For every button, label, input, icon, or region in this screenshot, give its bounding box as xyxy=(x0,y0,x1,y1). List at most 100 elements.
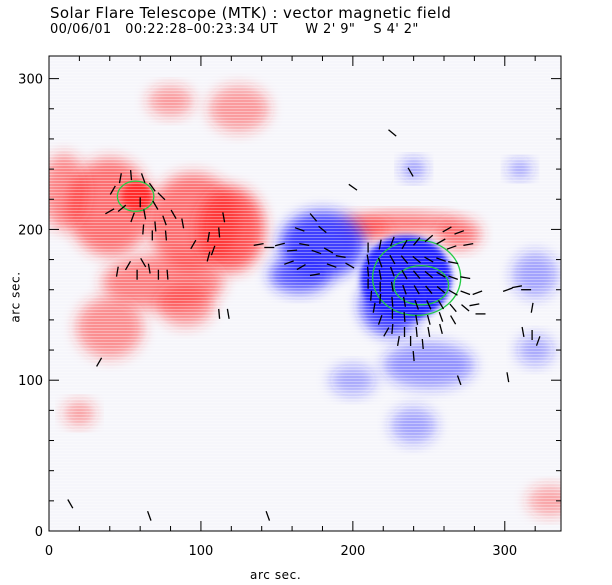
field-vector-18 xyxy=(164,230,168,241)
stripe-texture xyxy=(49,56,561,531)
field-vector-115 xyxy=(442,226,452,233)
field-vector-5 xyxy=(117,204,127,212)
field-vector-62 xyxy=(372,302,376,313)
field-vector-102 xyxy=(391,323,394,334)
field-vector-94 xyxy=(449,303,457,313)
field-vector-52 xyxy=(389,236,395,247)
field-vector-20 xyxy=(207,231,211,243)
contour-layer xyxy=(116,180,462,317)
contour-line-1 xyxy=(371,239,462,317)
y-tick-label: 300 xyxy=(18,73,43,88)
field-vector-78 xyxy=(448,275,459,281)
field-vector-101 xyxy=(450,315,457,325)
field-vector-116 xyxy=(463,242,474,247)
x-tick-label: 100 xyxy=(189,544,214,559)
field-vector-47 xyxy=(326,263,337,268)
field-vector-127 xyxy=(407,167,414,177)
field-vector-55 xyxy=(424,234,434,243)
field-vector-125 xyxy=(506,372,510,383)
field-vector-65 xyxy=(377,257,383,268)
field-vector-82 xyxy=(402,284,407,295)
field-vector-4 xyxy=(148,182,156,192)
field-vector-2 xyxy=(129,170,133,181)
field-vector-46 xyxy=(309,213,318,222)
y-tick-label: 0 xyxy=(35,525,43,540)
field-vector-19 xyxy=(190,239,197,250)
x-tick-label: 300 xyxy=(492,544,517,559)
field-vector-67 xyxy=(400,255,409,264)
field-vector-40 xyxy=(323,247,334,254)
field-vector-56 xyxy=(436,238,446,245)
field-vector-15 xyxy=(170,209,177,220)
field-vector-98 xyxy=(415,314,419,325)
vector-layer xyxy=(67,129,541,521)
field-vector-92 xyxy=(426,300,432,310)
field-vector-37 xyxy=(287,249,298,252)
field-vector-64 xyxy=(383,327,390,337)
field-vector-25 xyxy=(115,266,119,277)
field-vector-130 xyxy=(67,499,74,509)
field-vector-39 xyxy=(311,249,322,255)
field-vector-26 xyxy=(124,260,132,271)
field-vector-22 xyxy=(210,245,216,256)
field-vector-88 xyxy=(379,293,382,304)
field-vector-85 xyxy=(436,286,446,294)
field-vector-100 xyxy=(438,311,444,322)
field-vector-93 xyxy=(437,300,445,310)
field-vector-21 xyxy=(218,227,221,238)
field-vector-33 xyxy=(226,308,230,319)
field-vector-72 xyxy=(378,269,382,280)
contour-line-0 xyxy=(116,180,155,212)
field-vector-3 xyxy=(140,173,146,184)
field-vector-61 xyxy=(370,290,373,301)
field-vector-124 xyxy=(456,375,462,386)
field-vector-23 xyxy=(222,212,226,223)
field-vector-105 xyxy=(427,326,431,338)
field-vector-6 xyxy=(130,212,135,223)
field-vector-90 xyxy=(402,296,407,307)
field-vector-7 xyxy=(143,209,147,220)
field-vector-16 xyxy=(181,218,185,229)
field-vector-121 xyxy=(521,326,525,338)
field-vector-51 xyxy=(378,239,382,250)
field-vector-36 xyxy=(274,242,285,247)
field-vector-75 xyxy=(413,270,421,279)
field-vector-77 xyxy=(436,271,446,278)
field-vector-57 xyxy=(446,245,457,250)
field-vector-63 xyxy=(377,314,383,325)
field-vector-58 xyxy=(366,254,370,265)
x-tick-label: 200 xyxy=(340,544,365,559)
field-vector-84 xyxy=(425,285,433,295)
x-axis-label: arc sec. xyxy=(250,568,302,582)
field-vector-48 xyxy=(294,227,305,232)
field-vector-34 xyxy=(253,242,264,247)
field-vector-53 xyxy=(401,239,408,250)
field-vector-120 xyxy=(530,302,534,313)
field-vector-43 xyxy=(296,264,306,271)
field-vector-28 xyxy=(147,263,151,274)
field-vector-42 xyxy=(284,260,294,265)
field-vector-79 xyxy=(460,276,471,280)
field-vector-106 xyxy=(439,323,443,334)
field-vector-45 xyxy=(318,225,327,234)
field-vector-68 xyxy=(412,255,421,264)
field-vector-32 xyxy=(218,308,221,319)
field-vector-31 xyxy=(140,257,147,268)
chart-title: Solar Flare Telescope (MTK) : vector mag… xyxy=(50,4,452,22)
field-vector-132 xyxy=(265,510,271,521)
field-vector-109 xyxy=(421,338,424,350)
field-vector-69 xyxy=(424,256,434,263)
field-vector-112 xyxy=(469,303,480,307)
field-vector-13 xyxy=(154,221,157,232)
y-axis-label: arc sec. xyxy=(8,271,23,323)
field-vector-71 xyxy=(448,261,459,265)
x-tick-label: 0 xyxy=(45,544,53,559)
field-vector-73 xyxy=(389,266,395,277)
field-vector-123 xyxy=(535,336,541,346)
plot-frame xyxy=(48,55,562,532)
field-vector-38 xyxy=(299,242,310,247)
field-vector-14 xyxy=(162,215,167,226)
field-vector-66 xyxy=(389,254,396,265)
y-tick-label: 200 xyxy=(18,223,43,238)
field-vector-128 xyxy=(348,183,358,191)
